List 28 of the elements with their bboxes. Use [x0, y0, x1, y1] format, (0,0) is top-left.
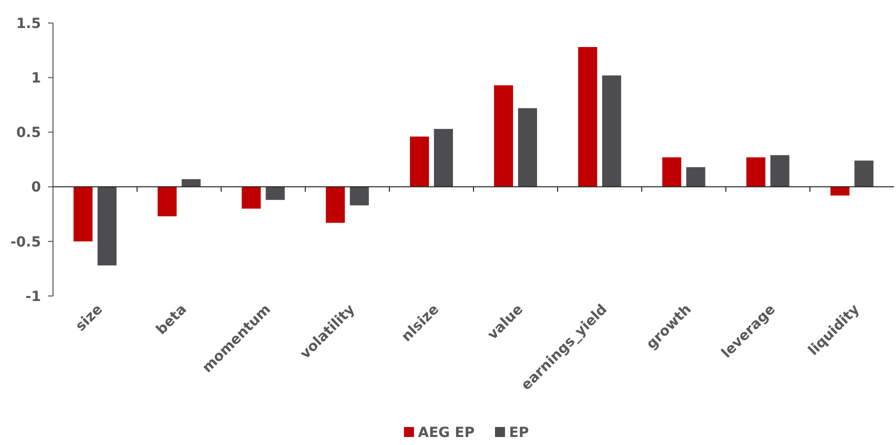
- bar: [74, 186, 93, 242]
- bar: [158, 186, 177, 216]
- bar: [830, 186, 850, 196]
- bar: [350, 186, 369, 206]
- bar: [662, 157, 682, 187]
- bar: [686, 167, 706, 187]
- bar: [578, 47, 598, 187]
- y-tick-label: 0: [31, 180, 42, 196]
- bar: [518, 108, 538, 187]
- bar: [602, 75, 622, 187]
- y-tick-label: -1: [25, 288, 41, 305]
- bar: [494, 85, 514, 187]
- legend-label: EP: [509, 425, 529, 441]
- bar: [98, 186, 117, 266]
- y-tick-label: 0.5: [16, 125, 41, 142]
- y-tick-label: 1.5: [16, 16, 41, 32]
- bar: [182, 179, 201, 187]
- bar: [242, 186, 261, 209]
- bar: [746, 157, 766, 187]
- bar: [770, 155, 790, 187]
- bar: [854, 160, 874, 187]
- bar: [266, 186, 285, 200]
- bar: [434, 128, 453, 187]
- y-tick-label: -0.5: [10, 234, 41, 250]
- bar: [326, 186, 345, 223]
- bar: [410, 136, 429, 187]
- y-tick-label: 1: [31, 70, 41, 86]
- legend-label: AEG EP: [418, 425, 475, 441]
